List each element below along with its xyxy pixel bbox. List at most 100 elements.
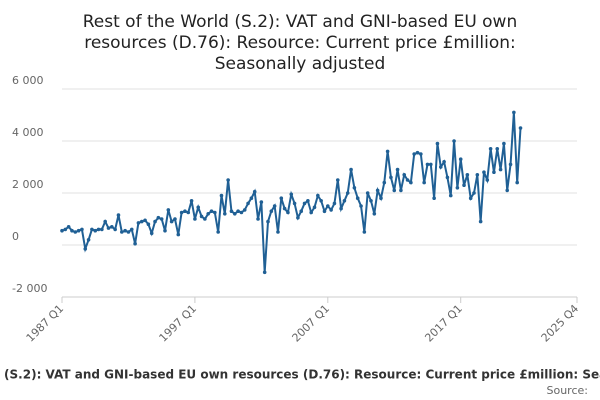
data-point [123, 228, 127, 233]
y-tick-label: 2 000 [12, 178, 44, 191]
data-point [518, 126, 523, 130]
data-point [382, 180, 387, 185]
data-point [296, 215, 300, 220]
data-point [389, 175, 393, 180]
data-point [232, 212, 237, 216]
data-point [352, 186, 357, 190]
data-point [312, 205, 317, 210]
data-point [292, 201, 297, 206]
data-point [173, 217, 177, 221]
source: Source: [547, 384, 589, 397]
x-tick-label: 1987 Q1 [24, 302, 67, 345]
data-point [372, 212, 377, 216]
data-point [110, 225, 114, 229]
data-point [395, 167, 400, 172]
data-point [279, 196, 284, 200]
data-point [302, 201, 307, 206]
data-point [286, 210, 290, 215]
data-point [282, 206, 287, 211]
chart-title: Rest of the World (S.2): VAT and GNI-bas… [83, 12, 518, 74]
data-point [186, 210, 191, 215]
data-point [422, 180, 426, 185]
data-point [163, 228, 167, 233]
data-point [498, 167, 503, 172]
data-point [129, 227, 134, 232]
data-point [139, 219, 144, 224]
data-point [515, 180, 519, 185]
data-point [206, 212, 210, 216]
data-point [76, 228, 81, 233]
data-point [299, 209, 304, 213]
data-point [159, 217, 164, 221]
data-point [256, 217, 260, 221]
data-point [448, 193, 453, 198]
data-point [246, 201, 250, 206]
data-point [223, 212, 227, 216]
data-point [405, 178, 410, 182]
x-tick-label: 1997 Q1 [157, 302, 200, 345]
data-point [445, 175, 450, 180]
data-point [239, 210, 244, 215]
data-point [495, 147, 500, 151]
data-point [429, 162, 433, 167]
data-point [458, 157, 463, 161]
data-point [402, 173, 407, 177]
data-point [385, 149, 390, 154]
data-point [465, 173, 470, 177]
data-point [103, 219, 107, 224]
data-point [242, 208, 247, 212]
data-point [488, 147, 493, 151]
data-point [345, 191, 350, 195]
data-point [472, 191, 476, 195]
data-point [306, 199, 310, 203]
data-point [475, 173, 480, 177]
data-point [435, 141, 440, 146]
data-point [179, 210, 184, 215]
data-point [419, 152, 423, 156]
data-point [120, 230, 124, 234]
series-line [61, 112, 522, 273]
data-point [73, 230, 78, 234]
data-point [432, 196, 436, 200]
data-point [60, 228, 64, 233]
legend-entry: Rest of the World (S.2): VAT and GNI-bas… [0, 368, 600, 382]
data-point [272, 204, 277, 208]
data-point [93, 228, 98, 233]
data-point [442, 160, 446, 164]
x-tick-label: 2017 Q1 [422, 302, 465, 345]
data-point [316, 193, 320, 198]
data-point [355, 196, 360, 200]
data-point [339, 206, 343, 211]
data-point [100, 227, 104, 232]
y-tick-label: 4 000 [12, 126, 44, 139]
data-point [203, 217, 207, 221]
data-point [399, 188, 403, 193]
data-point [209, 209, 214, 213]
x-tick-label: 2025 Q4 [539, 302, 582, 345]
data-point [259, 200, 264, 204]
data-point [415, 150, 420, 155]
data-point [379, 196, 383, 200]
data-point [342, 199, 347, 203]
data-point [136, 221, 141, 225]
data-point [80, 227, 84, 232]
data-point [326, 204, 330, 208]
data-point [116, 213, 121, 217]
data-point [276, 230, 280, 234]
chart-title: Rest of the World (S.2): VAT and GNI-bas… [83, 12, 518, 74]
data-point [365, 191, 370, 195]
data-point [425, 162, 430, 167]
data-point [189, 199, 194, 203]
data-point [183, 209, 187, 213]
data-point [106, 226, 111, 230]
data-point [236, 209, 240, 213]
data-point [362, 230, 367, 234]
data-point [332, 201, 337, 206]
data-point [216, 230, 220, 234]
data-point [512, 110, 516, 115]
x-tick-label: 2007 Q1 [290, 302, 333, 345]
data-point [83, 247, 88, 251]
data-point [149, 231, 154, 236]
data-point [133, 241, 137, 246]
